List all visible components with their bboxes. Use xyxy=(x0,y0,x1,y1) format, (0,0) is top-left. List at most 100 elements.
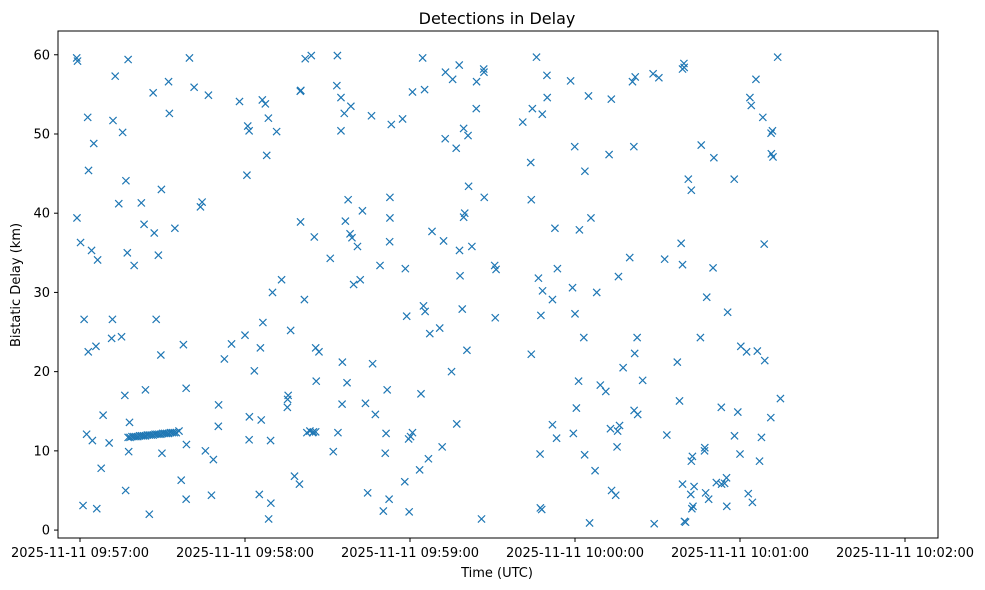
data-point xyxy=(387,120,396,129)
data-point xyxy=(295,480,304,489)
data-point xyxy=(441,68,450,77)
data-point xyxy=(154,251,163,260)
data-point xyxy=(717,403,726,412)
data-point xyxy=(88,436,97,445)
data-point xyxy=(262,151,271,160)
data-point xyxy=(179,340,188,349)
data-point xyxy=(751,75,760,84)
data-point xyxy=(89,139,98,148)
data-point xyxy=(735,450,745,459)
y-tick-label: 0 xyxy=(42,524,50,539)
data-point xyxy=(356,275,365,284)
data-point xyxy=(108,315,117,324)
data-point xyxy=(311,427,320,436)
data-point xyxy=(687,457,696,466)
data-point xyxy=(538,110,547,119)
data-point xyxy=(742,347,751,356)
data-point xyxy=(266,436,275,445)
data-point xyxy=(536,311,545,320)
data-point xyxy=(125,418,134,427)
data-point xyxy=(145,510,154,519)
data-point xyxy=(185,53,194,62)
data-point xyxy=(220,354,229,363)
data-point xyxy=(151,430,160,439)
data-point xyxy=(166,428,175,437)
data-point xyxy=(552,434,561,443)
data-point xyxy=(343,378,352,387)
y-tick-label: 60 xyxy=(33,48,50,63)
x-tick-label: 2025-11-11 10:02:00 xyxy=(836,546,974,561)
y-tick-label: 40 xyxy=(33,207,50,222)
data-point xyxy=(349,280,358,289)
data-point xyxy=(243,122,252,131)
data-point xyxy=(568,283,577,292)
x-tick-label: 2025-11-11 09:59:00 xyxy=(341,546,479,561)
data-point xyxy=(452,144,461,153)
data-point xyxy=(80,315,89,324)
data-point xyxy=(456,271,465,280)
data-point xyxy=(165,109,174,118)
data-point xyxy=(673,358,682,367)
data-point xyxy=(266,499,275,508)
data-point xyxy=(649,69,658,78)
data-point xyxy=(720,479,729,488)
data-point xyxy=(690,482,699,491)
data-point xyxy=(687,504,696,513)
data-point xyxy=(638,376,647,385)
data-point xyxy=(272,127,281,136)
data-point xyxy=(462,346,471,355)
data-point xyxy=(678,480,687,489)
data-point xyxy=(385,213,394,222)
data-point xyxy=(704,495,713,504)
data-point xyxy=(152,315,161,324)
data-point xyxy=(257,415,266,424)
data-point xyxy=(700,446,709,455)
data-point xyxy=(415,465,424,474)
data-point xyxy=(700,443,709,452)
data-point xyxy=(242,171,251,180)
data-point xyxy=(570,142,579,151)
data-point xyxy=(421,307,430,316)
data-point xyxy=(455,61,464,70)
data-point xyxy=(458,305,467,314)
data-point xyxy=(204,91,213,100)
data-point xyxy=(286,326,295,335)
data-point xyxy=(492,265,501,274)
data-point xyxy=(363,488,372,497)
data-point xyxy=(491,313,500,322)
data-point xyxy=(83,113,92,122)
data-point xyxy=(569,429,578,438)
data-point xyxy=(168,428,177,437)
data-point xyxy=(256,343,265,352)
data-point xyxy=(105,438,114,447)
data-point xyxy=(301,54,310,63)
data-point xyxy=(753,347,762,356)
data-point xyxy=(312,377,321,386)
data-point xyxy=(687,186,696,195)
data-point xyxy=(170,224,179,233)
data-point xyxy=(425,329,434,338)
data-point xyxy=(662,430,671,440)
data-point xyxy=(538,286,547,295)
data-point xyxy=(606,424,615,433)
data-point xyxy=(124,55,133,64)
data-point xyxy=(158,429,167,438)
data-point xyxy=(536,450,545,459)
data-point xyxy=(264,514,273,524)
data-point xyxy=(537,505,546,514)
data-point xyxy=(518,118,527,127)
data-point xyxy=(73,57,82,66)
data-point xyxy=(677,239,686,248)
data-point xyxy=(91,342,100,351)
data-point xyxy=(730,175,739,184)
data-point xyxy=(261,99,270,108)
data-point xyxy=(398,114,407,123)
data-point xyxy=(527,350,536,359)
data-point xyxy=(381,449,390,458)
data-point xyxy=(182,495,191,504)
data-point xyxy=(701,488,710,497)
data-point xyxy=(300,295,309,304)
data-point xyxy=(613,427,622,436)
data-point xyxy=(697,141,706,150)
data-point xyxy=(283,403,292,412)
